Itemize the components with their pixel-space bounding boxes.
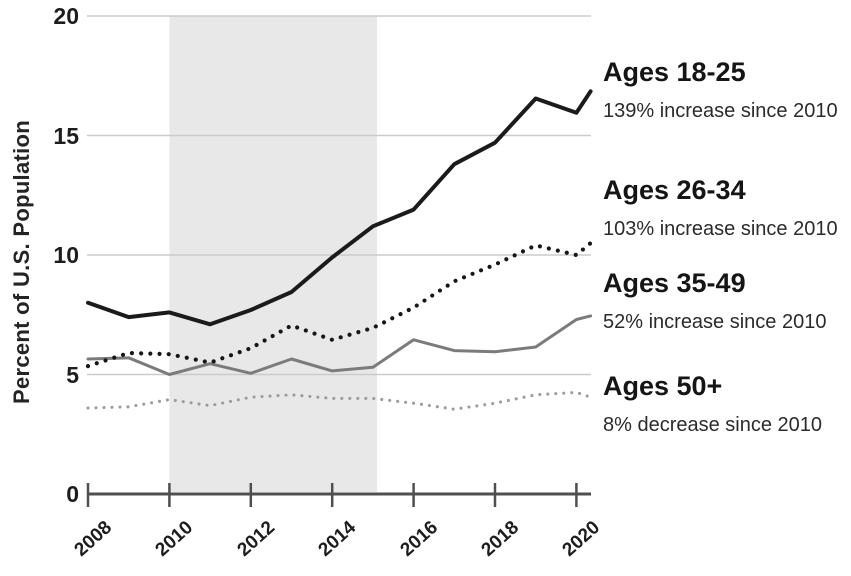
- y-tick-label-15: 15: [53, 122, 79, 149]
- y-tick-label-5: 5: [66, 361, 79, 388]
- y-tick-label-10: 10: [53, 242, 79, 268]
- series-change-note: 103% increase since 2010: [603, 218, 838, 240]
- series-label: Ages 18-25: [603, 57, 746, 87]
- y-tick-label-20: 20: [53, 3, 79, 29]
- highlight-band-2010-2015: [169, 15, 377, 492]
- series-line-ages-26-34: [85, 241, 593, 369]
- y-tick-label-0: 0: [66, 481, 79, 507]
- series-label: Ages 35-49: [603, 268, 746, 298]
- series-label: Ages 50+: [603, 371, 723, 401]
- annotation-group-ages-50-: Ages 50+ 8% decrease since 2010: [603, 369, 851, 437]
- series-line-ages-18-25: [86, 89, 593, 327]
- series-change-note: 8% decrease since 2010: [603, 414, 823, 436]
- annotation-group-ages-26-34: Ages 26-34 103% increase since 2010: [603, 173, 851, 241]
- annotation-group-ages-18-25: Ages 18-25 139% increase since 2010: [603, 55, 851, 123]
- series-line-ages-50-: [86, 390, 593, 411]
- series-label: Ages 26-34: [603, 175, 746, 205]
- series-change-note: 52% increase since 2010: [603, 311, 827, 333]
- annotation-group-ages-35-49: Ages 35-49 52% increase since 2010: [603, 266, 851, 334]
- series-change-note: 139% increase since 2010: [603, 100, 838, 122]
- series-line-ages-35-49: [86, 314, 593, 376]
